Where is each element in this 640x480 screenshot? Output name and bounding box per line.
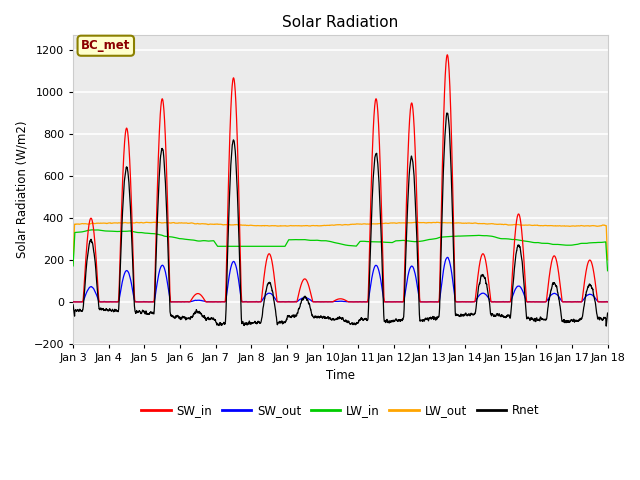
Rnet <box>402 260 410 265</box>
Rnet <box>553 285 561 290</box>
SW_out <box>553 292 561 298</box>
SW_in <box>553 260 561 265</box>
LW_out <box>402 220 410 226</box>
LW_out <box>219 222 227 228</box>
SW_in <box>218 299 226 305</box>
Legend: SW_in, SW_out, LW_in, LW_out, Rnet: SW_in, SW_out, LW_in, LW_out, Rnet <box>136 399 544 421</box>
Rnet <box>184 316 191 322</box>
SW_in <box>392 299 400 305</box>
LW_in <box>392 238 400 244</box>
X-axis label: Time: Time <box>326 369 355 382</box>
SW_out <box>402 287 410 293</box>
SW_out <box>392 299 400 305</box>
LW_out <box>553 223 561 229</box>
SW_out <box>604 299 611 305</box>
SW_in <box>604 299 611 305</box>
SW_in <box>69 299 77 305</box>
Line: LW_out: LW_out <box>73 222 607 263</box>
Rnet <box>604 310 611 316</box>
LW_out <box>69 260 77 266</box>
LW_in <box>88 227 96 233</box>
LW_out <box>150 219 158 225</box>
SW_out <box>184 299 191 304</box>
SW_out <box>444 254 451 260</box>
Rnet <box>69 302 77 308</box>
LW_in <box>402 238 410 243</box>
SW_out <box>218 299 226 305</box>
LW_out <box>604 257 611 263</box>
Y-axis label: Solar Radiation (W/m2): Solar Radiation (W/m2) <box>15 121 28 258</box>
LW_in <box>553 241 561 247</box>
Rnet <box>218 322 226 327</box>
LW_in <box>219 243 227 249</box>
Line: Rnet: Rnet <box>73 113 607 326</box>
LW_out <box>604 250 611 255</box>
SW_in <box>604 299 611 305</box>
Title: Solar Radiation: Solar Radiation <box>282 15 399 30</box>
LW_in <box>604 268 611 274</box>
Rnet <box>392 316 400 322</box>
SW_in <box>402 230 410 236</box>
LW_in <box>604 263 611 269</box>
Rnet <box>602 323 610 329</box>
Line: SW_in: SW_in <box>73 55 607 302</box>
SW_out <box>69 299 77 305</box>
SW_out <box>604 299 611 305</box>
Rnet <box>443 110 451 116</box>
SW_in <box>444 52 451 58</box>
Text: BC_met: BC_met <box>81 39 131 52</box>
LW_in <box>184 237 191 242</box>
Rnet <box>604 311 611 317</box>
Line: SW_out: SW_out <box>73 257 607 302</box>
LW_in <box>69 263 77 269</box>
LW_out <box>184 220 191 226</box>
SW_in <box>184 299 191 305</box>
SW_out <box>425 299 433 305</box>
Line: LW_in: LW_in <box>73 230 607 271</box>
LW_out <box>392 220 400 226</box>
